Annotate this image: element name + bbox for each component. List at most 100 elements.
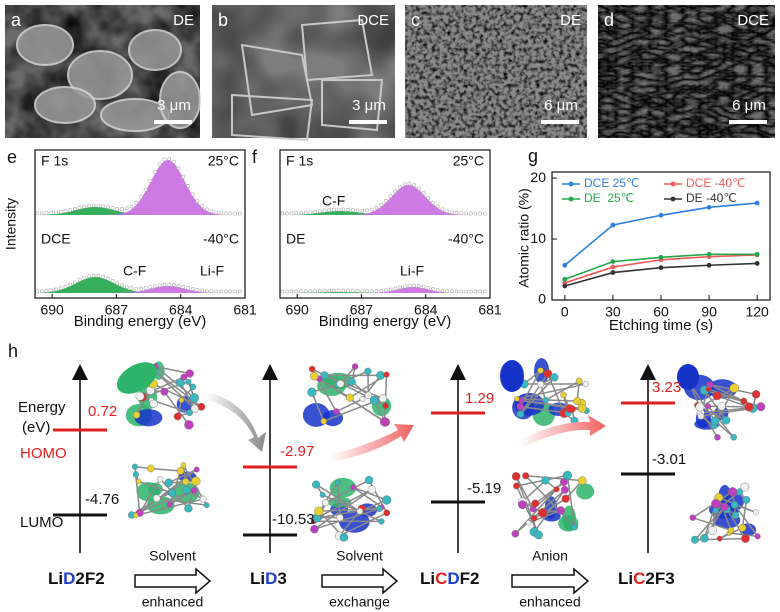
atom <box>697 412 705 420</box>
spectrum-point <box>96 203 101 208</box>
atom <box>167 488 176 497</box>
atom <box>203 502 210 509</box>
cf-peak <box>35 277 245 293</box>
x-axis-label: Etching time (s) <box>609 317 713 334</box>
spectrum-point <box>63 284 68 289</box>
spectrum-point <box>284 211 289 216</box>
atom <box>714 434 721 441</box>
spectrum-point <box>322 288 327 293</box>
atom <box>133 512 139 519</box>
atom <box>717 402 726 411</box>
atom <box>708 526 717 535</box>
atom <box>164 478 173 487</box>
spectrum-point <box>379 288 384 293</box>
spectrum-point <box>299 211 303 215</box>
spectrum-point <box>77 205 82 210</box>
data-point <box>706 251 712 257</box>
data-point <box>658 254 664 260</box>
spectrum-point <box>68 208 73 212</box>
atom <box>199 495 207 503</box>
transition-arrow <box>520 415 606 448</box>
atom <box>383 371 390 378</box>
bond <box>150 467 181 472</box>
spectrum-point <box>317 289 322 293</box>
atom <box>184 504 193 513</box>
atom <box>319 491 326 498</box>
atom <box>577 476 587 485</box>
lif-peak <box>35 160 245 215</box>
data-point <box>610 222 616 228</box>
atom <box>511 472 521 481</box>
atom <box>189 393 199 403</box>
bond <box>155 365 190 375</box>
step-label: Anion <box>532 548 568 564</box>
atom <box>320 371 329 380</box>
sample-label: DCE <box>357 12 389 29</box>
bond <box>352 486 387 501</box>
y-tick-label: 10 <box>530 230 546 246</box>
atom <box>516 410 525 418</box>
bond <box>516 383 586 400</box>
spectrum-point <box>322 208 327 213</box>
spectrum-point <box>289 289 294 294</box>
atom <box>322 499 330 507</box>
bond <box>316 488 373 519</box>
bond <box>179 382 196 410</box>
bond <box>313 488 373 530</box>
atom <box>571 523 579 531</box>
spectrum-point <box>365 289 369 293</box>
spectrum-point <box>219 289 223 294</box>
temp-label: -40°C <box>203 231 239 247</box>
cf-peak <box>280 292 490 293</box>
spectrum-point <box>355 288 360 293</box>
atom <box>525 519 532 526</box>
molecule <box>689 482 761 544</box>
atom <box>190 404 199 413</box>
atom <box>314 506 324 516</box>
lumo-value: -4.76 <box>85 491 119 508</box>
atom <box>534 530 543 540</box>
spectrum-point <box>459 211 464 216</box>
lumo-value: -3.01 <box>652 451 686 468</box>
bond <box>721 405 750 408</box>
spectrum-point <box>464 289 468 294</box>
data-point <box>610 270 616 275</box>
spectrum-point <box>39 289 44 294</box>
spectrum-point <box>431 287 435 291</box>
bond <box>565 480 583 500</box>
x-axis-label: Binding energy (eV) <box>319 313 452 330</box>
atom <box>712 507 719 514</box>
spectrum-point <box>303 210 308 215</box>
spectrum-point <box>426 196 431 200</box>
peak-label: C-F <box>123 263 146 279</box>
spectrum-point <box>350 288 355 293</box>
atom <box>376 371 385 380</box>
spectrum-point <box>44 211 49 216</box>
spectrum-point <box>308 210 313 215</box>
atom <box>367 485 377 494</box>
atom <box>537 367 544 374</box>
bond <box>322 494 382 523</box>
spectrum-point <box>393 189 398 194</box>
homo-label: HOMO <box>20 445 67 462</box>
bond <box>187 480 197 509</box>
spectrum-point <box>101 204 106 209</box>
spectrum-point <box>374 205 379 210</box>
spectrum-point <box>416 284 421 288</box>
atom <box>185 378 192 385</box>
orbital-lobe <box>500 360 524 392</box>
atom <box>320 418 327 425</box>
spectrum-point <box>82 204 87 209</box>
atom <box>727 487 738 497</box>
spectrum-point <box>303 289 308 294</box>
bond <box>692 516 732 532</box>
spectrum-point <box>426 286 431 290</box>
atom <box>310 372 319 381</box>
spectrum-point <box>91 203 96 208</box>
spectrum-point <box>393 286 398 291</box>
bond <box>533 489 566 533</box>
legend-label: DE -40℃ <box>686 191 737 205</box>
atom <box>378 518 385 525</box>
spectrum-point <box>336 207 341 212</box>
bond <box>168 468 198 484</box>
